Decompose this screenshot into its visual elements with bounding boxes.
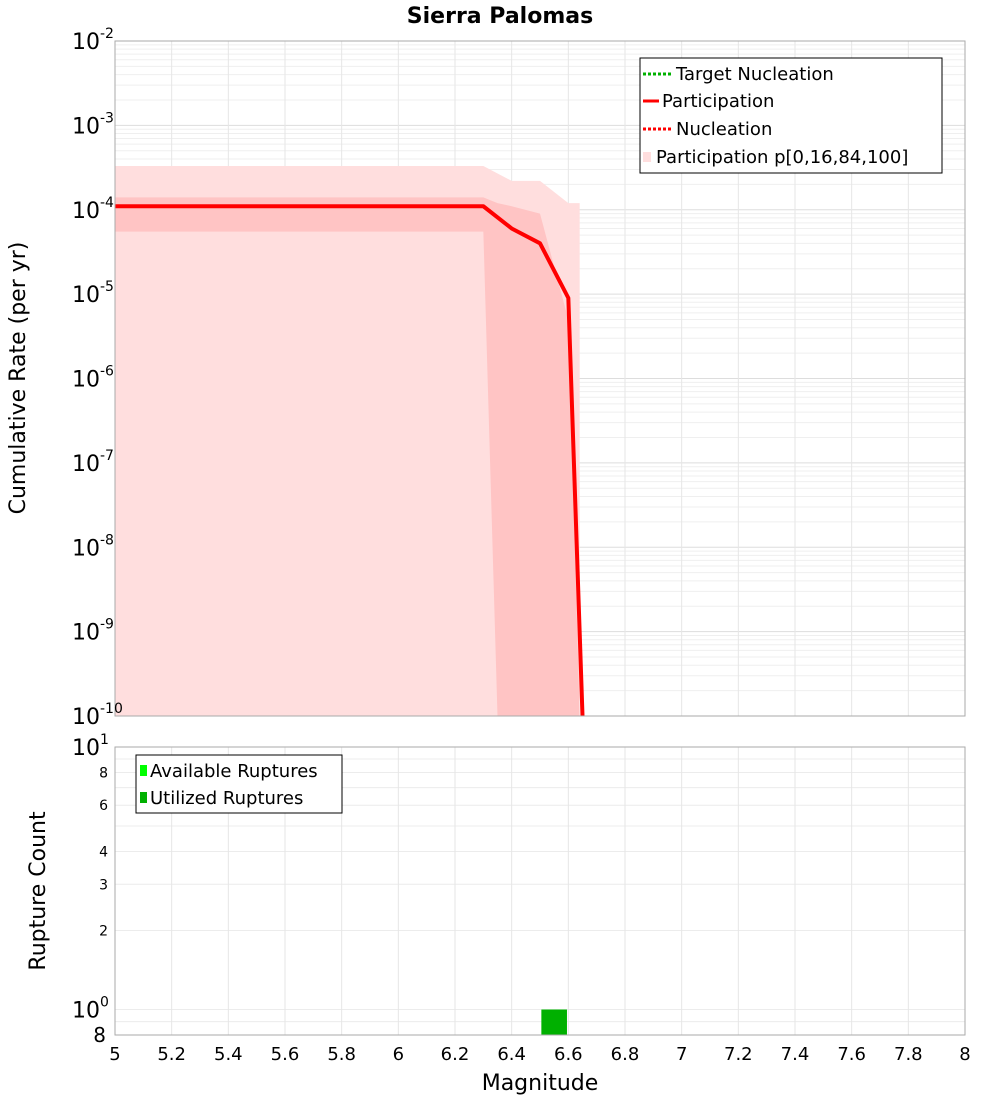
top-plot-border bbox=[114, 40, 966, 717]
band-p-0-100- bbox=[115, 166, 580, 717]
bottom-y-minor-tick-label: 8 bbox=[93, 1023, 106, 1047]
top-lines bbox=[115, 204, 585, 717]
top-y-tick-label: 10-10 bbox=[72, 701, 123, 730]
bottom-y-minor-tick-label: 3 bbox=[99, 877, 108, 893]
top-y-tick-label: 10-4 bbox=[72, 195, 114, 224]
bottom-bars bbox=[541, 1009, 567, 1035]
bottom-y-axis-label: Rupture Count bbox=[26, 811, 51, 971]
top-y-tick: 10-6 bbox=[72, 364, 114, 393]
bottom-y-major-tick-label: 100 bbox=[72, 995, 109, 1024]
top-legend: Target Nucleation Participation Nucleati… bbox=[639, 57, 943, 174]
bottom-y-minor-tick-label: 4 bbox=[99, 844, 108, 860]
top-y-tick-label: 10-8 bbox=[72, 532, 114, 561]
x-tick-label: 8 bbox=[959, 1044, 970, 1065]
top-y-tick-label: 10-3 bbox=[72, 110, 114, 139]
legend-swatch-available-ruptures bbox=[140, 765, 147, 776]
top-y-ticks: 10-2 10-3 10-4 10-5 10-6 10-7 10-8 10-9 10-10 bbox=[72, 26, 123, 730]
top-y-tick-label: 10-5 bbox=[72, 279, 114, 308]
top-y-tick: 10-9 bbox=[72, 617, 114, 646]
x-tick-label: 7.4 bbox=[781, 1044, 810, 1065]
x-tick-label: 5.2 bbox=[157, 1044, 186, 1065]
top-y-tick: 10-3 bbox=[72, 110, 114, 139]
top-y-tick-label: 10-9 bbox=[72, 617, 114, 646]
legend-label-utilized-ruptures: Utilized Ruptures bbox=[150, 788, 303, 809]
top-y-tick-label: 10-7 bbox=[72, 448, 114, 477]
band-p-16-84- bbox=[115, 197, 580, 717]
top-bands bbox=[115, 166, 580, 717]
legend-label-nucleation: Nucleation bbox=[676, 119, 772, 140]
bottom-y-minor-tick-label: 8 bbox=[99, 765, 108, 781]
top-y-tick: 10-10 bbox=[72, 701, 123, 730]
top-legend-box bbox=[639, 57, 943, 174]
x-tick-label: 7.8 bbox=[894, 1044, 923, 1065]
top-y-tick: 10-7 bbox=[72, 448, 114, 477]
legend-label-available-ruptures: Available Ruptures bbox=[150, 761, 318, 782]
x-tick-label: 5.8 bbox=[327, 1044, 356, 1065]
x-axis-label: Magnitude bbox=[482, 1071, 599, 1096]
top-plot: 10-2 10-3 10-4 10-5 10-6 10-7 10-8 10-9 10-10 Cu… bbox=[6, 26, 966, 730]
top-y-tick: 10-5 bbox=[72, 279, 114, 308]
x-tick-label: 6.6 bbox=[554, 1044, 583, 1065]
top-y-tick: 10-2 bbox=[72, 26, 114, 55]
x-tick-label: 6 bbox=[393, 1044, 404, 1065]
legend-swatch-participation-band bbox=[643, 152, 651, 162]
x-tick-label: 5.4 bbox=[214, 1044, 243, 1065]
x-tick-label: 7.6 bbox=[837, 1044, 866, 1065]
x-tick-label: 6.2 bbox=[441, 1044, 470, 1065]
legend-label-target-nucleation: Target Nucleation bbox=[675, 64, 834, 85]
x-tick-label: 6.8 bbox=[611, 1044, 640, 1065]
x-tick-label: 7 bbox=[676, 1044, 687, 1065]
legend-swatch-utilized-ruptures bbox=[140, 792, 147, 803]
bottom-y-minor-tick-label: 2 bbox=[99, 924, 108, 940]
top-y-axis-label: Cumulative Rate (per yr) bbox=[6, 242, 31, 515]
bottom-x-ticks: 5 5.2 5.4 5.6 5.8 6 6.2 6.4 6.6 6.8 7 7.2 7.4 7.6 7.8 8 bbox=[109, 1044, 970, 1065]
bar-utilized-ruptures bbox=[541, 1009, 567, 1035]
chart-title: Sierra Palomas bbox=[407, 4, 593, 29]
bottom-legend-box bbox=[135, 754, 343, 814]
participation-line bbox=[115, 204, 585, 717]
x-tick-label: 5 bbox=[109, 1044, 120, 1065]
top-y-tick: 10-4 bbox=[72, 195, 114, 224]
top-y-tick-label: 10-2 bbox=[72, 26, 114, 55]
x-tick-label: 6.4 bbox=[497, 1044, 526, 1065]
x-tick-label: 7.2 bbox=[724, 1044, 753, 1065]
legend-label-participation: Participation bbox=[662, 91, 774, 112]
top-y-tick: 10-8 bbox=[72, 532, 114, 561]
legend-label-participation-band: Participation p[0,16,84,100] bbox=[656, 147, 908, 168]
x-tick-label: 5.6 bbox=[271, 1044, 300, 1065]
bottom-plot-border bbox=[114, 746, 966, 1036]
top-y-tick-label: 10-6 bbox=[72, 364, 114, 393]
bottom-y-major-tick-label: 101 bbox=[72, 732, 109, 761]
bottom-y-minor-tick-label: 6 bbox=[99, 798, 108, 814]
bottom-legend: Available Ruptures Utilized Ruptures bbox=[135, 754, 343, 814]
